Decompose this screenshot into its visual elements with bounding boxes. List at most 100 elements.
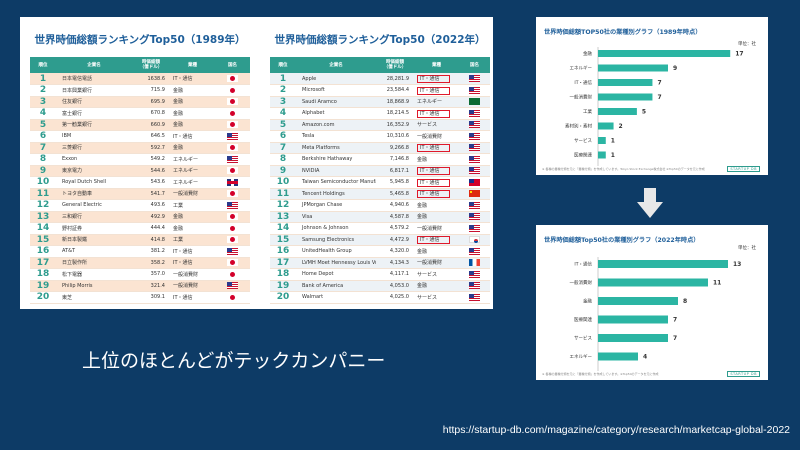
- company-cell: Philip Morris: [56, 280, 132, 292]
- rank-cell: 11: [270, 188, 296, 200]
- company-cell: Samsung Electronics: [296, 234, 376, 246]
- value-cell: 4,579.2: [376, 222, 414, 235]
- flag-us-icon: [469, 86, 480, 94]
- country-cell: [459, 211, 490, 223]
- country-cell: [215, 165, 250, 177]
- ranking-table-2022: 世界時価総額ランキングTop50（2022年） 順位 企業名 時価総額 （億ドル…: [270, 17, 490, 304]
- industry-cell: 工業: [170, 199, 215, 212]
- country-cell: [459, 142, 490, 154]
- company-cell: Home Depot: [296, 268, 376, 281]
- rank-cell: 6: [270, 130, 296, 143]
- industry-label: エネルギー: [173, 156, 199, 163]
- country-cell: [215, 291, 250, 304]
- value-cell: 321.4: [132, 280, 170, 292]
- company-cell: 富士銀行: [56, 107, 132, 120]
- rank-cell: 9: [270, 165, 296, 177]
- table-row: 5 Amazon.com 16,352.9 サービス: [270, 119, 490, 131]
- company-cell: 日立製作所: [56, 257, 132, 269]
- company-cell: 東芝: [56, 291, 132, 304]
- value-cell: 23,584.4: [376, 84, 414, 97]
- company-cell: Tesla: [296, 130, 376, 143]
- rank-cell: 7: [270, 142, 296, 154]
- value-cell: 7,146.8: [376, 153, 414, 166]
- table-row: 9 東京電力 544.6 エネルギー: [30, 165, 250, 177]
- header-country: 国名: [459, 57, 490, 73]
- bar: [598, 50, 731, 57]
- flag-jp-icon: [227, 86, 238, 94]
- rank-cell: 17: [30, 257, 56, 269]
- industry-cell: IT・通信: [170, 130, 215, 143]
- table-row: 13 Visa 4,587.8 金融: [270, 211, 490, 223]
- category-label: 工業: [583, 108, 592, 115]
- chart-1989-svg: 金融 17 エネルギー 9 IT・通信 7 一般消費財 7 工業 5 素材別・素材 2 サービス 1 医療関…: [565, 47, 744, 166]
- industry-cell: 金融: [170, 107, 215, 120]
- industry-cell: IT・通信: [170, 245, 215, 258]
- highlighted-industry: IT・通信: [417, 86, 450, 95]
- chart-2022-title: 世界時価総額Top50社の業種別グラフ（2022年時点）: [544, 237, 700, 244]
- table-row: 19 Philip Morris 321.4 一般消費財: [30, 280, 250, 292]
- bar: [598, 334, 668, 342]
- value-cell: 28,281.9: [376, 73, 414, 85]
- data-label: 9: [673, 65, 677, 72]
- chart-1989-unit: 単位：社: [738, 42, 756, 47]
- industry-cell: エネルギー: [170, 153, 215, 166]
- country-cell: [459, 153, 490, 166]
- highlighted-industry: IT・通信: [417, 190, 450, 199]
- country-cell: [459, 107, 490, 120]
- company-cell: 三和銀行: [56, 211, 132, 223]
- company-cell: Royal Dutch Shell: [56, 176, 132, 189]
- flag-us-icon: [469, 213, 480, 221]
- industry-cell: IT・通信: [414, 73, 459, 85]
- value-cell: 4,053.0: [376, 280, 414, 292]
- flag-jp-icon: [227, 213, 238, 221]
- category-label: 一般消費財: [570, 279, 593, 286]
- rank-cell: 10: [30, 176, 56, 189]
- flag-jp-icon: [227, 121, 238, 129]
- table-header-row: 順位 企業名 時価総額 （億ドル） 業種 国名: [30, 57, 250, 73]
- data-label: 4: [643, 354, 647, 361]
- table-row: 8 Exxon 549.2 エネルギー: [30, 153, 250, 166]
- source-url[interactable]: https://startup-db.com/magazine/category…: [442, 424, 790, 436]
- bar: [598, 108, 637, 115]
- industry-cell: IT・通信: [414, 188, 459, 200]
- value-cell: 5,945.8: [376, 176, 414, 189]
- rank-cell: 13: [30, 211, 56, 223]
- country-cell: [459, 176, 490, 189]
- rank-cell: 10: [270, 176, 296, 189]
- industry-cell: 金融: [414, 280, 459, 292]
- data-label: 1: [611, 152, 615, 159]
- table-header-row: 順位 企業名 時価総額 （億ドル） 業種 国名: [270, 57, 490, 73]
- table-row: 3 住友銀行 695.9 金融: [30, 96, 250, 108]
- rank-cell: 4: [30, 107, 56, 120]
- industry-cell: 金融: [170, 119, 215, 131]
- data-label: 2: [619, 123, 623, 130]
- flag-jp-icon: [227, 98, 238, 106]
- value-cell: 715.9: [132, 84, 170, 97]
- country-cell: [459, 188, 490, 200]
- industry-cell: 一般消費財: [414, 130, 459, 143]
- ranking-tables-panel: 世界時価総額ランキングTop50（1989年） 順位 企業名 時価総額 （億ドル…: [20, 17, 493, 309]
- industry-cell: 一般消費財: [414, 257, 459, 269]
- company-cell: Exxon: [56, 153, 132, 166]
- flag-jp-icon: [227, 236, 238, 244]
- highlighted-industry: IT・通信: [417, 167, 450, 176]
- industry-label: 金融: [417, 283, 428, 290]
- country-cell: [215, 268, 250, 281]
- category-label: エネルギー: [570, 66, 593, 72]
- country-cell: [459, 257, 490, 269]
- industry-label: IT・通信: [173, 76, 193, 82]
- value-cell: 4,025.0: [376, 291, 414, 304]
- industry-cell: 一般消費財: [170, 188, 215, 200]
- industry-cell: 金融: [170, 84, 215, 97]
- flag-jp-icon: [227, 293, 238, 301]
- industry-label: エネルギー: [173, 168, 199, 175]
- company-cell: Johnson & Johnson: [296, 222, 376, 235]
- value-cell: 549.2: [132, 153, 170, 166]
- industry-label: サービス: [417, 271, 438, 278]
- category-label: サービス: [574, 137, 592, 144]
- country-cell: [215, 245, 250, 258]
- country-cell: [215, 222, 250, 235]
- table-row: 2 Microsoft 23,584.4 IT・通信: [270, 84, 490, 97]
- header-company: 企業名: [56, 57, 132, 73]
- value-cell: 9,266.8: [376, 142, 414, 154]
